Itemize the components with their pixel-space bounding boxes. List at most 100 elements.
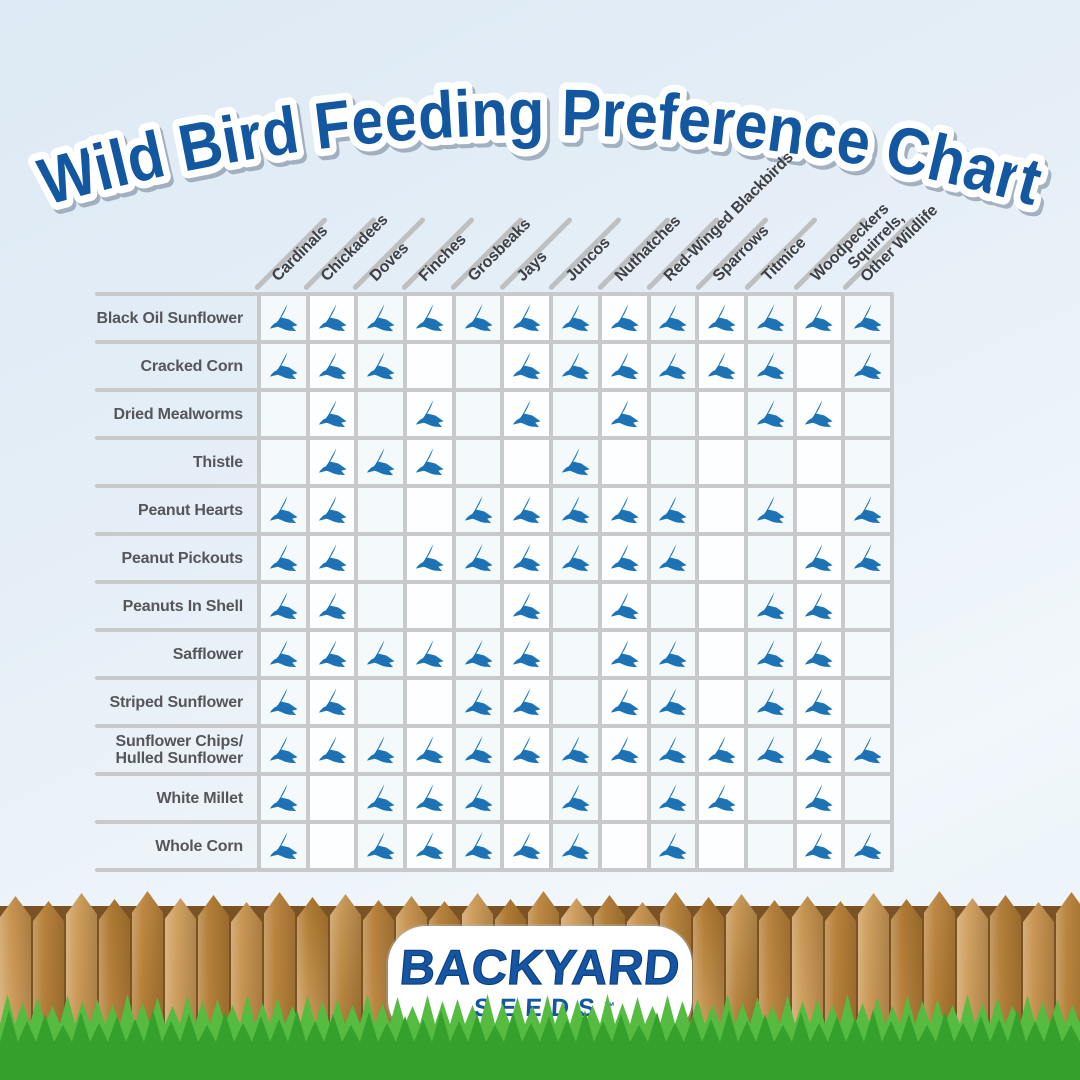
preference-cell	[358, 632, 404, 676]
preference-cell	[796, 536, 842, 580]
bird-icon	[659, 735, 687, 763]
bird-icon	[805, 735, 833, 763]
bird-icon	[318, 495, 347, 523]
preference-cell	[601, 584, 647, 628]
preference-cell	[747, 776, 793, 820]
preference-cell	[845, 440, 890, 484]
preference-cell	[358, 584, 404, 628]
bird-icon	[659, 495, 687, 523]
bird-icon	[318, 591, 347, 619]
bird-icon	[561, 351, 590, 379]
bird-icon	[708, 783, 736, 811]
preference-cell	[309, 728, 355, 772]
preference-cell	[504, 488, 550, 532]
preference-cell	[261, 776, 306, 820]
preference-cell	[309, 440, 355, 484]
bird-icon	[367, 831, 395, 859]
bird-icon	[854, 303, 882, 331]
preference-cell	[261, 440, 306, 484]
bird-icon	[708, 351, 736, 379]
preference-cell	[845, 728, 890, 772]
bird-icon	[561, 303, 590, 331]
row-separator	[95, 532, 257, 536]
grass	[0, 994, 1080, 1080]
bird-icon	[513, 591, 541, 619]
row-label: Safflower	[172, 645, 243, 663]
preference-cell	[407, 344, 452, 388]
bird-icon	[464, 303, 493, 331]
bird-icon	[756, 303, 785, 331]
preference-cell	[553, 488, 598, 532]
bird-icon	[367, 735, 395, 763]
bird-icon	[805, 831, 833, 859]
preference-cell	[699, 344, 744, 388]
preference-cell	[601, 680, 647, 724]
preference-cell	[407, 824, 452, 868]
bird-icon	[708, 735, 736, 763]
preference-cell	[699, 728, 744, 772]
bird-icon	[269, 687, 298, 715]
preference-cell	[796, 680, 842, 724]
preference-cell	[309, 824, 355, 868]
row-separator	[95, 628, 257, 632]
bird-icon	[659, 783, 687, 811]
bird-icon	[269, 831, 298, 859]
preference-cell	[845, 824, 890, 868]
row-label: Thistle	[192, 453, 243, 471]
bird-icon	[513, 399, 541, 427]
bird-icon	[805, 687, 833, 715]
preference-cell	[407, 680, 452, 724]
preference-cell	[553, 728, 598, 772]
preference-cell	[309, 488, 355, 532]
preference-cell	[601, 344, 647, 388]
bird-icon	[464, 831, 493, 859]
bird-icon	[269, 303, 298, 331]
bird-icon	[805, 639, 833, 667]
preference-cell	[650, 584, 696, 628]
bird-icon	[610, 399, 639, 427]
preference-cell	[650, 536, 696, 580]
row-label: Peanut Pickouts	[121, 549, 244, 567]
preference-cell	[455, 536, 501, 580]
bird-icon	[318, 735, 347, 763]
preference-cell	[845, 632, 890, 676]
preference-cell	[455, 344, 501, 388]
grass-front-layer	[0, 1010, 1080, 1080]
preference-cell	[650, 344, 696, 388]
bird-icon	[756, 687, 785, 715]
preference-cell	[796, 776, 842, 820]
bird-icon	[415, 399, 444, 427]
bird-icon	[756, 495, 785, 523]
preference-cell	[601, 728, 647, 772]
bird-icon	[464, 495, 493, 523]
row-label: Dried Mealworms	[113, 405, 244, 423]
preference-cell	[553, 824, 598, 868]
bird-icon	[659, 543, 687, 571]
preference-cell	[699, 824, 744, 868]
preference-cell	[504, 680, 550, 724]
row-label: Black Oil Sunflower	[96, 309, 244, 327]
preference-cell	[747, 680, 793, 724]
preference-cell	[747, 440, 793, 484]
preference-cell	[261, 536, 306, 580]
preference-cell	[650, 776, 696, 820]
preference-cell	[747, 824, 793, 868]
bird-icon	[464, 639, 493, 667]
bird-icon	[708, 303, 736, 331]
bird-icon	[318, 303, 347, 331]
bird-icon	[854, 351, 882, 379]
preference-cell	[650, 296, 696, 340]
bird-icon	[659, 687, 687, 715]
bird-icon	[756, 351, 785, 379]
preference-cell	[553, 344, 598, 388]
preference-cell	[845, 536, 890, 580]
bird-icon	[415, 831, 444, 859]
preference-cell	[747, 392, 793, 436]
bird-icon	[805, 591, 833, 619]
bird-icon	[269, 351, 298, 379]
row-label: Peanuts In Shell	[122, 597, 244, 615]
preference-cell	[553, 632, 598, 676]
preference-cell	[845, 296, 890, 340]
bird-icon	[854, 735, 882, 763]
preference-cell	[650, 728, 696, 772]
